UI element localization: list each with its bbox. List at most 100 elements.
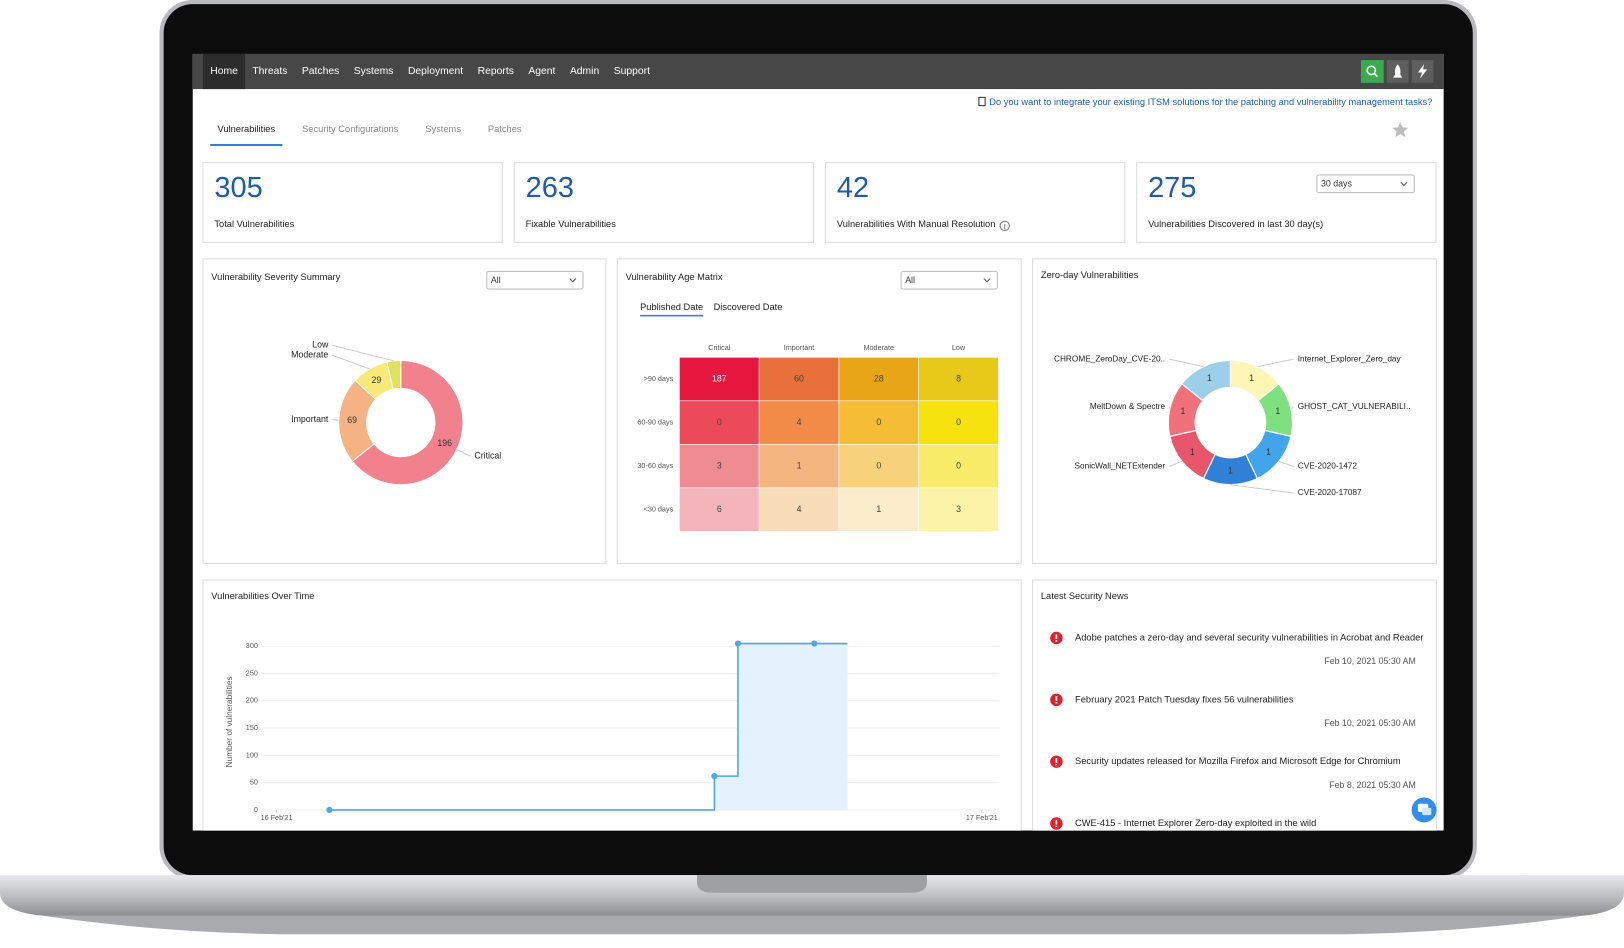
nav-item[interactable]: Deployment bbox=[408, 66, 463, 77]
matrix-row: 30-60 days bbox=[637, 461, 673, 470]
news-title[interactable]: CWE-415 - Internet Explorer Zero-day exp… bbox=[1075, 818, 1316, 828]
leader-line bbox=[332, 344, 394, 362]
nav-item[interactable]: Admin bbox=[570, 66, 600, 77]
tab[interactable]: Vulnerabilities bbox=[217, 124, 275, 134]
matrix-cell bbox=[679, 357, 760, 402]
info-icon bbox=[999, 220, 1010, 231]
matrix-cell bbox=[758, 487, 840, 532]
cell-value: 0 bbox=[956, 417, 961, 427]
matrix-cell bbox=[838, 357, 919, 402]
slice-value: 69 bbox=[347, 415, 357, 425]
favorite-star[interactable] bbox=[1392, 122, 1409, 138]
chevron bbox=[569, 278, 577, 283]
panel-title: Vulnerability Severity Summary bbox=[211, 272, 340, 282]
select-box[interactable] bbox=[486, 270, 584, 290]
alert-icon bbox=[1055, 640, 1058, 642]
select-value[interactable]: All bbox=[491, 275, 501, 285]
x-tick-label: 16 Feb'21 bbox=[261, 813, 293, 822]
card-value: 305 bbox=[214, 172, 262, 204]
nav-item[interactable]: Patches bbox=[302, 66, 339, 77]
nav-item[interactable]: Support bbox=[614, 66, 650, 77]
search-icon bbox=[1373, 72, 1379, 78]
cell-value: 60 bbox=[794, 373, 804, 383]
cell-value: 1 bbox=[797, 460, 802, 470]
matrix-cell bbox=[679, 444, 760, 489]
alert-icon bbox=[1055, 701, 1058, 704]
date-tab[interactable]: Published Date bbox=[640, 302, 703, 312]
slice-name: Important bbox=[291, 414, 329, 424]
news-date: Feb 10, 2021 05:30 AM bbox=[1324, 718, 1415, 728]
y-axis-label: Number of vulnerabilities bbox=[225, 676, 234, 767]
matrix-row: 60-90 days bbox=[637, 417, 673, 426]
matrix-row: >90 days bbox=[644, 374, 674, 383]
matrix-cell bbox=[838, 444, 919, 489]
banner-link[interactable]: Do you want to integrate your existing I… bbox=[989, 97, 1432, 107]
nav-item[interactable]: Threats bbox=[252, 66, 287, 77]
leader-line bbox=[456, 449, 471, 457]
card-label: Fixable Vulnerabilities bbox=[526, 219, 617, 229]
select-box[interactable] bbox=[1316, 174, 1415, 194]
nav-bar bbox=[192, 53, 1444, 90]
nav-item[interactable]: Reports bbox=[478, 66, 514, 77]
leader-line bbox=[1168, 406, 1171, 409]
nav-item[interactable]: Systems bbox=[354, 66, 394, 77]
screen: Home Threats Patches Systems Deployment Repor… bbox=[192, 53, 1444, 831]
panel bbox=[513, 162, 815, 243]
y-tick-label: 150 bbox=[246, 723, 258, 732]
cell-value: 0 bbox=[956, 460, 961, 470]
slice-value: 1 bbox=[1249, 373, 1254, 383]
cell-value: 8 bbox=[956, 373, 961, 383]
cell-value: 0 bbox=[876, 460, 881, 470]
matrix-cell bbox=[918, 444, 999, 489]
nav-item[interactable]: Home bbox=[210, 66, 238, 77]
news-title[interactable]: February 2021 Patch Tuesday fixes 56 vul… bbox=[1075, 694, 1294, 704]
banner-icon bbox=[978, 96, 986, 107]
panel bbox=[202, 258, 607, 564]
cell-value: 3 bbox=[717, 460, 722, 470]
slice-value: 1 bbox=[1275, 406, 1280, 416]
base-lip bbox=[41, 915, 1585, 935]
slice-value: 196 bbox=[437, 438, 452, 448]
data-point bbox=[734, 640, 742, 647]
nav-item[interactable]: Agent bbox=[528, 66, 555, 77]
tab[interactable]: Patches bbox=[488, 124, 522, 134]
leader-line bbox=[1290, 406, 1294, 410]
nav-active bbox=[202, 53, 246, 90]
matrix-cell bbox=[918, 357, 999, 402]
cell-value: 0 bbox=[717, 417, 722, 427]
tab[interactable]: Systems bbox=[425, 124, 461, 134]
donut-slice bbox=[1180, 359, 1232, 402]
select-box[interactable] bbox=[900, 270, 998, 290]
dashboard: Home Threats Patches Systems Deployment Repor… bbox=[192, 53, 1444, 831]
news-date: Feb 10, 2021 05:30 AM bbox=[1324, 656, 1415, 666]
search-button[interactable] bbox=[1360, 60, 1384, 83]
alert-icon bbox=[1055, 825, 1058, 828]
data-point bbox=[811, 640, 818, 647]
card-label: Total Vulnerabilities bbox=[214, 219, 294, 229]
matrix-row: <30 days bbox=[644, 504, 674, 513]
panel bbox=[1032, 258, 1438, 564]
slice-value: 1 bbox=[1181, 406, 1186, 416]
slice-name: Low bbox=[312, 340, 329, 350]
select-value[interactable]: All bbox=[905, 275, 915, 285]
card-value: 275 bbox=[1148, 172, 1196, 204]
date-tab-underline bbox=[640, 314, 704, 317]
cell-value: 4 bbox=[797, 504, 802, 514]
tab[interactable]: Security Configurations bbox=[302, 124, 399, 134]
select-value[interactable]: 30 days bbox=[1321, 179, 1352, 189]
y-tick-label: 200 bbox=[246, 696, 258, 705]
cell-value: 6 bbox=[717, 504, 722, 514]
matrix-col: Moderate bbox=[864, 343, 895, 352]
y-tick-label: 50 bbox=[250, 778, 258, 787]
date-tab[interactable]: Discovered Date bbox=[714, 302, 783, 312]
news-title[interactable]: Security updates released for Mozilla Fi… bbox=[1075, 756, 1401, 766]
bolt-icon bbox=[1417, 64, 1428, 79]
notch bbox=[697, 875, 927, 893]
panel bbox=[202, 579, 1022, 831]
news-title[interactable]: Adobe patches a zero-day and several sec… bbox=[1075, 632, 1423, 642]
leader-line bbox=[1169, 460, 1183, 467]
data-point bbox=[711, 772, 718, 780]
cell-value: 187 bbox=[712, 373, 727, 383]
